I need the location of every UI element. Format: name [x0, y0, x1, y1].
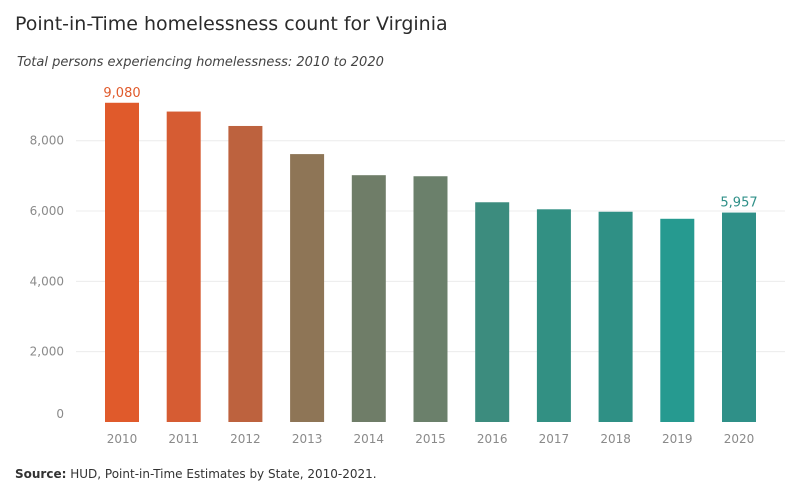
data-label-2010: 9,080 [103, 86, 140, 101]
source-note: Source: HUD, Point-in-Time Estimates by … [15, 467, 377, 481]
x-axis-ticks: 2010 2011 2012 2013 2014 2015 2016 2017 2018 2019… [107, 432, 755, 446]
bars [105, 102, 756, 423]
x-tick-label: 2012 [230, 432, 261, 446]
chart-subtitle: Total persons experiencing homelessness:… [17, 55, 384, 70]
bar-2019[interactable] [660, 218, 695, 422]
bar-2010[interactable] [105, 102, 139, 422]
bar-2012[interactable] [228, 125, 263, 423]
x-tick-label: 2014 [354, 432, 385, 446]
bar-2017[interactable] [536, 209, 571, 422]
source-label: Source: [15, 467, 67, 481]
x-tick-label: 2018 [600, 432, 631, 446]
y-tick-label: 0 [56, 407, 64, 421]
data-labels: 9,080 5,957 [103, 86, 757, 211]
bar-2018[interactable] [598, 211, 633, 422]
x-tick-label: 2020 [724, 432, 755, 446]
y-tick-label: 2,000 [30, 345, 64, 359]
data-label-2020: 5,957 [720, 196, 757, 211]
chart-title: Point-in-Time homelessness count for Vir… [15, 13, 448, 35]
y-tick-label: 8,000 [30, 134, 64, 148]
y-tick-label: 6,000 [30, 204, 64, 218]
bar-2015[interactable] [413, 176, 448, 422]
x-tick-label: 2019 [662, 432, 693, 446]
x-tick-label: 2016 [477, 432, 508, 446]
y-tick-label: 4,000 [30, 274, 64, 288]
x-tick-label: 2017 [539, 432, 570, 446]
bar-2016[interactable] [475, 202, 510, 422]
bar-2013[interactable] [290, 154, 325, 422]
x-tick-label: 2010 [107, 432, 138, 446]
x-tick-label: 2011 [168, 432, 199, 446]
bar-2020[interactable] [722, 212, 756, 422]
x-tick-label: 2015 [415, 432, 446, 446]
source-text: HUD, Point-in-Time Estimates by State, 2… [66, 467, 377, 481]
y-axis-ticks: 0 2,000 4,000 6,000 8,000 [30, 134, 64, 421]
bar-2011[interactable] [166, 111, 201, 422]
x-tick-label: 2013 [292, 432, 323, 446]
bar-2014[interactable] [351, 175, 386, 422]
